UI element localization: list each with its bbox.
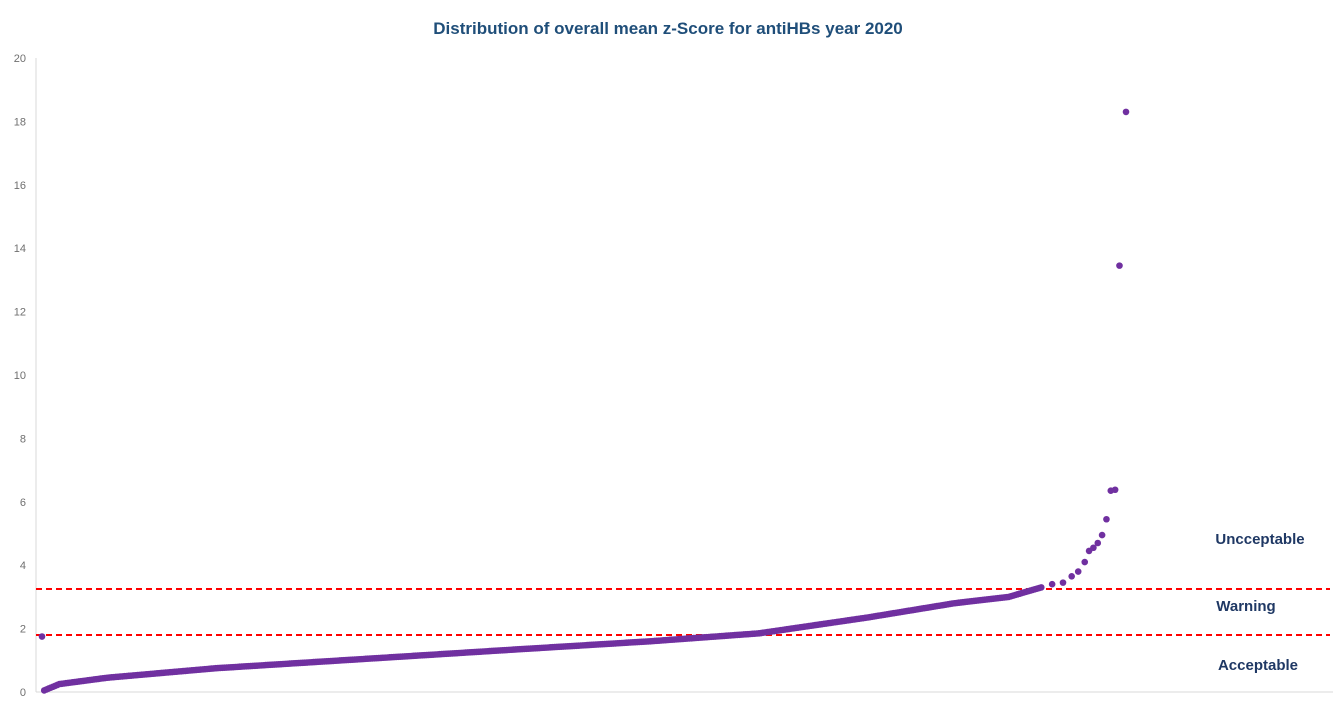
data-point xyxy=(1074,568,1082,575)
data-point xyxy=(1098,531,1106,539)
data-point xyxy=(1103,515,1110,523)
zone-label-warning: Warning xyxy=(1216,598,1275,615)
y-tick-label: 2 xyxy=(20,624,26,636)
y-tick-label: 4 xyxy=(20,560,26,572)
y-tick-label: 20 xyxy=(14,53,26,65)
y-tick-label: 12 xyxy=(14,307,26,319)
data-point xyxy=(1094,539,1102,547)
chart-title: Distribution of overall mean z-Score for… xyxy=(433,19,903,38)
data-point xyxy=(1048,580,1056,588)
y-tick-label: 8 xyxy=(20,433,26,445)
data-point xyxy=(1111,486,1119,494)
y-tick-label: 14 xyxy=(14,243,26,255)
data-point xyxy=(1068,572,1075,580)
data-point xyxy=(38,633,46,640)
y-tick-label: 10 xyxy=(14,370,26,382)
zone-label-acceptable: Acceptable xyxy=(1218,657,1298,674)
y-tick-label: 18 xyxy=(14,116,26,128)
data-point xyxy=(1116,262,1123,269)
y-tick-label: 0 xyxy=(20,687,26,699)
threshold-lines xyxy=(36,587,1330,636)
data-points xyxy=(38,108,1130,694)
data-point xyxy=(1037,584,1045,591)
zone-label-unacceptable: Uncceptable xyxy=(1215,531,1304,548)
data-point xyxy=(1090,544,1097,552)
y-tick-labels: 0 2 4 6 8 10 12 14 16 18 20 xyxy=(14,53,26,699)
data-point xyxy=(1122,108,1130,116)
y-tick-label: 16 xyxy=(14,180,26,192)
y-tick-label: 6 xyxy=(20,497,26,509)
data-point xyxy=(1081,558,1089,566)
data-point xyxy=(1059,579,1067,586)
